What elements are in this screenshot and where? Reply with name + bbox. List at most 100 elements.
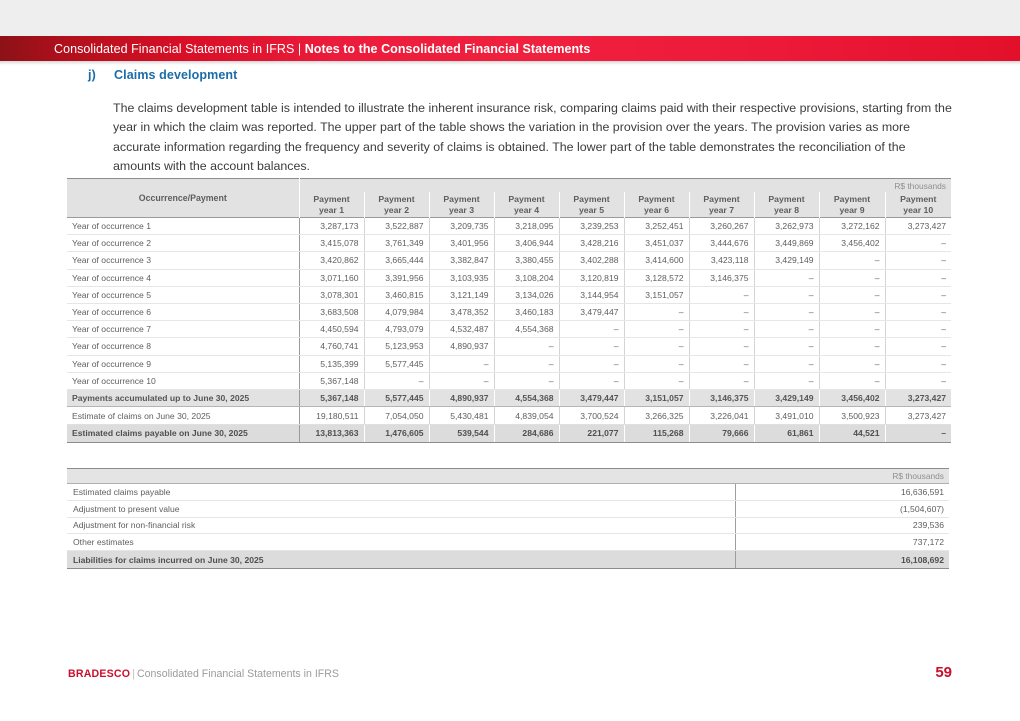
cell-value: –: [689, 372, 755, 390]
row-label: Year of occurrence 7: [67, 320, 300, 339]
table-row: Year of occurrence 8 4,760,741 5,123,953…: [67, 337, 951, 356]
cell-value: 4,554,368: [494, 320, 560, 339]
cell-value: 3,491,010: [754, 406, 820, 425]
cell-value: 3,120,819: [559, 269, 625, 287]
cell-value: 3,444,676: [689, 234, 755, 253]
cell-value: 3,429,149: [754, 251, 820, 270]
cell-value: 4,532,487: [429, 320, 495, 339]
footer-text-group: BRADESCO | Consolidated Financial Statemen…: [68, 668, 339, 680]
cell-value: 3,479,447: [559, 303, 625, 322]
cell-value: 3,423,118: [689, 251, 755, 270]
cell-value: 13,813,363: [299, 423, 365, 443]
page-footer: BRADESCO | Consolidated Financial Statemen…: [68, 664, 952, 681]
cell-value: –: [885, 269, 951, 287]
cell-value: 61,861: [754, 423, 820, 443]
cell-value: 3,108,204: [494, 269, 560, 287]
row-label: Year of occurrence 10: [67, 372, 300, 390]
cell-value: –: [819, 372, 886, 390]
row-label: Year of occurrence 1: [67, 216, 300, 236]
cell-value: 5,577,445: [364, 355, 430, 373]
table-row: Year of occurrence 6 3,683,508 4,079,984…: [67, 303, 951, 322]
cell-value: 3,266,325: [624, 406, 690, 425]
claims-table-head: Occurrence/Payment R$ thousands Payment y…: [67, 178, 951, 218]
cell-value: 5,123,953: [364, 337, 430, 356]
header-separator: |: [294, 41, 305, 56]
cell-value: 4,793,079: [364, 320, 430, 339]
cell-value: 3,415,078: [299, 234, 365, 253]
cell-value: 4,890,937: [429, 337, 495, 356]
cell-value: 79,666: [689, 423, 755, 443]
cell-value: –: [754, 269, 820, 287]
cell-value: 3,665,444: [364, 251, 430, 270]
cell-value: 3,146,375: [689, 388, 755, 408]
cell-value: 3,128,572: [624, 269, 690, 287]
table-row: Year of occurrence 2 3,415,078 3,761,349…: [67, 234, 951, 253]
cell-value: –: [624, 320, 690, 339]
reconciliation-table-body: R$ thousands Estimated claims payable 16…: [67, 468, 949, 570]
table-row: Adjustment for non-financial risk 239,53…: [67, 517, 949, 535]
cell-value: 3,460,183: [494, 303, 560, 322]
cell-value: –: [885, 234, 951, 253]
cell-value: 5,135,399: [299, 355, 365, 373]
cell-value: –: [689, 286, 755, 304]
cell-value: 3,226,041: [689, 406, 755, 425]
cell-value: 3,380,455: [494, 251, 560, 270]
cell-value: 737,172: [735, 533, 949, 552]
row-label: Other estimates: [67, 533, 736, 552]
column-header-payment-year-8: Payment year 8: [754, 192, 820, 218]
cell-value: 284,686: [494, 423, 560, 443]
cell-value: –: [819, 303, 886, 322]
footer-separator: |: [132, 668, 135, 680]
cell-value: 3,428,216: [559, 234, 625, 253]
claims-unit-row: Occurrence/Payment R$ thousands: [67, 178, 951, 218]
cell-value: 539,544: [429, 423, 495, 443]
cell-value: 3,260,267: [689, 216, 755, 236]
cell-value: 3,478,352: [429, 303, 495, 322]
cell-value: –: [689, 355, 755, 373]
cell-value: –: [364, 372, 430, 390]
cell-value: 1,476,605: [364, 423, 430, 443]
cell-value: –: [819, 286, 886, 304]
cell-value: 4,554,368: [494, 388, 560, 408]
column-header-payment-year-2: Payment year 2: [364, 192, 430, 218]
cell-value: 4,450,594: [299, 320, 365, 339]
cell-value: 19,180,511: [299, 406, 365, 425]
cell-value: 5,367,148: [299, 388, 365, 408]
cell-value: 3,451,037: [624, 234, 690, 253]
payments-accumulated-row: Payments accumulated up to June 30, 2025…: [67, 388, 951, 408]
cell-value: 16,636,591: [735, 483, 949, 501]
cell-value: 3,287,173: [299, 216, 365, 236]
cell-value: 3,456,402: [819, 234, 886, 253]
cell-value: –: [429, 372, 495, 390]
cell-value: 44,521: [819, 423, 886, 443]
cell-value: 3,683,508: [299, 303, 365, 322]
reconciliation-unit-spacer: [67, 468, 735, 484]
section-letter: j): [88, 68, 96, 82]
cell-value: –: [624, 303, 690, 322]
cell-value: 3,401,956: [429, 234, 495, 253]
column-header-payment-year-3: Payment year 3: [429, 192, 495, 218]
header-title-group: Consolidated Financial Statements in IFR…: [54, 42, 590, 56]
cell-value: 3,391,956: [364, 269, 430, 287]
row-label: Estimated claims payable: [67, 483, 736, 501]
table-row: Year of occurrence 1 3,287,173 3,522,887…: [67, 216, 951, 236]
reconciliation-table-wrapper: R$ thousands Estimated claims payable 16…: [67, 468, 949, 570]
cell-value: 3,121,149: [429, 286, 495, 304]
cell-value: –: [885, 423, 951, 443]
section-heading: j) Claims development: [88, 68, 237, 82]
cell-value: –: [559, 320, 625, 339]
cell-value: 3,103,935: [429, 269, 495, 287]
row-label: Year of occurrence 9: [67, 355, 300, 373]
table-row: Adjustment to present value (1,504,607): [67, 500, 949, 518]
cell-value: 5,577,445: [364, 388, 430, 408]
cell-value: 3,252,451: [624, 216, 690, 236]
cell-value: 3,146,375: [689, 269, 755, 287]
reconciliation-unit-label: R$ thousands: [735, 468, 949, 484]
cell-value: 3,218,095: [494, 216, 560, 236]
table-row: Estimated claims payable 16,636,591: [67, 483, 949, 501]
row-label: Payments accumulated up to June 30, 2025: [67, 388, 300, 408]
cell-value: –: [885, 320, 951, 339]
column-header-payment-year-9: Payment year 9: [819, 192, 886, 218]
table-row: Other estimates 737,172: [67, 533, 949, 552]
